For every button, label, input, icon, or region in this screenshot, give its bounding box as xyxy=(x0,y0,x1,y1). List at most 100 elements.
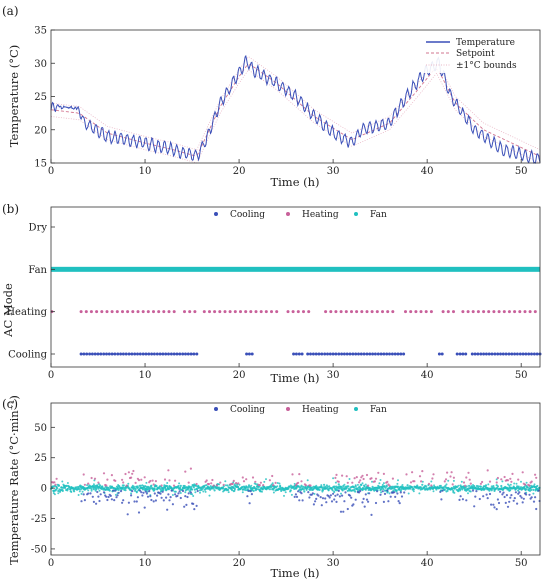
x-tick-label: 40 xyxy=(421,166,434,177)
heating-mode-point xyxy=(244,310,248,314)
heating-mode-point xyxy=(476,310,480,314)
heating-rate-point xyxy=(134,481,137,484)
cooling-mode-point xyxy=(133,352,137,356)
fan-rate-point xyxy=(130,492,133,495)
cooling-rate-point xyxy=(160,496,163,499)
heating-mode-point xyxy=(355,310,359,314)
cooling-rate-point xyxy=(465,499,468,502)
cooling-rate-point xyxy=(97,495,100,498)
cooling-rate-point xyxy=(112,489,115,492)
cooling-rate-point xyxy=(518,491,521,494)
fan-rate-point xyxy=(382,488,385,491)
cooling-mode-point xyxy=(90,352,94,356)
cooling-mode-point xyxy=(93,352,97,356)
legend-label-temperature: Temperature xyxy=(456,38,515,48)
cooling-rate-point xyxy=(314,500,317,503)
heating-rate-point xyxy=(346,481,349,484)
cooling-mode-point xyxy=(368,352,372,356)
cooling-rate-point xyxy=(396,492,399,495)
heating-rate-point xyxy=(405,473,408,476)
cooling-rate-point xyxy=(521,501,524,504)
heating-mode-point xyxy=(523,310,527,314)
fan-rate-point xyxy=(255,487,258,490)
cooling-rate-point xyxy=(320,504,323,507)
fan-rate-point xyxy=(179,492,182,494)
heating-mode-point xyxy=(157,310,161,314)
fan-rate-point xyxy=(95,488,98,491)
cooling-mode-point xyxy=(161,352,165,356)
cooling-mode-point xyxy=(376,352,380,356)
cooling-rate-point xyxy=(83,499,86,502)
cooling-rate-point xyxy=(250,493,253,496)
fan-rate-point xyxy=(395,489,398,492)
heating-rate-point xyxy=(90,476,93,480)
fan-rate-point xyxy=(325,484,328,487)
fan-rate-point xyxy=(363,485,366,488)
heating-mode-point xyxy=(233,310,237,314)
fan-rate-point xyxy=(460,480,463,483)
cooling-rate-point xyxy=(174,493,177,496)
heating-rate-point xyxy=(132,469,135,473)
cooling-rate-point xyxy=(490,503,493,506)
cooling-rate-point xyxy=(361,501,364,504)
cooling-rate-point xyxy=(398,502,401,505)
cooling-rate-point xyxy=(171,503,174,506)
heating-rate-point xyxy=(130,476,133,479)
heating-rate-point xyxy=(355,476,358,479)
heating-rate-point xyxy=(262,484,265,487)
cooling-mode-point xyxy=(390,352,394,356)
cooling-rate-point xyxy=(159,492,162,495)
heating-rate-point xyxy=(358,481,361,484)
fan-rate-point xyxy=(322,489,324,492)
fan-rate-point xyxy=(261,490,263,493)
cooling-rate-point xyxy=(510,494,513,497)
cooling-rate-point xyxy=(492,503,495,506)
fan-rate-point xyxy=(279,484,282,487)
fan-rate-point xyxy=(391,485,394,488)
fan-rate-point xyxy=(66,487,69,490)
heating-rate-point xyxy=(362,477,365,481)
fan-rate-point xyxy=(247,486,250,489)
fan-rate-point xyxy=(98,489,101,492)
fan-rate-point xyxy=(488,489,491,492)
heating-rate-point xyxy=(464,484,467,487)
cooling-rate-point xyxy=(399,491,402,494)
panel-c-plot-area xyxy=(49,467,541,517)
heating-rate-point xyxy=(521,471,524,474)
cooling-mode-point xyxy=(461,352,465,356)
cooling-mode-point xyxy=(124,352,128,356)
cooling-mode-point xyxy=(121,352,125,356)
heating-rate-point xyxy=(271,474,274,478)
fan-rate-point xyxy=(287,487,290,490)
heating-rate-point xyxy=(140,478,143,481)
fan-rate-point xyxy=(184,491,187,494)
cooling-mode-point xyxy=(402,352,406,356)
cooling-mode-point xyxy=(437,352,441,356)
fan-rate-point xyxy=(445,483,448,486)
cooling-rate-point xyxy=(195,504,198,507)
cooling-rate-point xyxy=(400,495,404,498)
cooling-rate-point xyxy=(321,497,325,500)
cooling-mode-point xyxy=(351,352,355,356)
panel-b-frame xyxy=(50,206,541,368)
fan-rate-point xyxy=(439,484,442,487)
fan-rate-point xyxy=(99,484,102,487)
heating-mode-point xyxy=(208,310,211,314)
cooling-rate-point xyxy=(501,493,504,496)
heating-rate-point xyxy=(151,479,154,482)
cooling-mode-point xyxy=(388,352,391,356)
cooling-rate-point xyxy=(485,493,488,496)
cooling-rate-point xyxy=(130,494,133,497)
heating-rate-point xyxy=(420,480,423,483)
mode-series-heating xyxy=(50,310,537,314)
fan-rate-point xyxy=(289,489,292,492)
heating-mode-point xyxy=(513,310,517,314)
cooling-mode-point xyxy=(490,352,494,356)
cooling-mode-point xyxy=(169,352,173,356)
panel-c-legend: Cooling Heating Fan xyxy=(214,405,387,415)
cooling-rate-point xyxy=(161,490,164,493)
fan-rate-point xyxy=(167,488,170,491)
cooling-mode-point xyxy=(306,352,310,356)
fan-rate-point xyxy=(61,480,64,483)
fan-rate-point xyxy=(334,481,337,484)
